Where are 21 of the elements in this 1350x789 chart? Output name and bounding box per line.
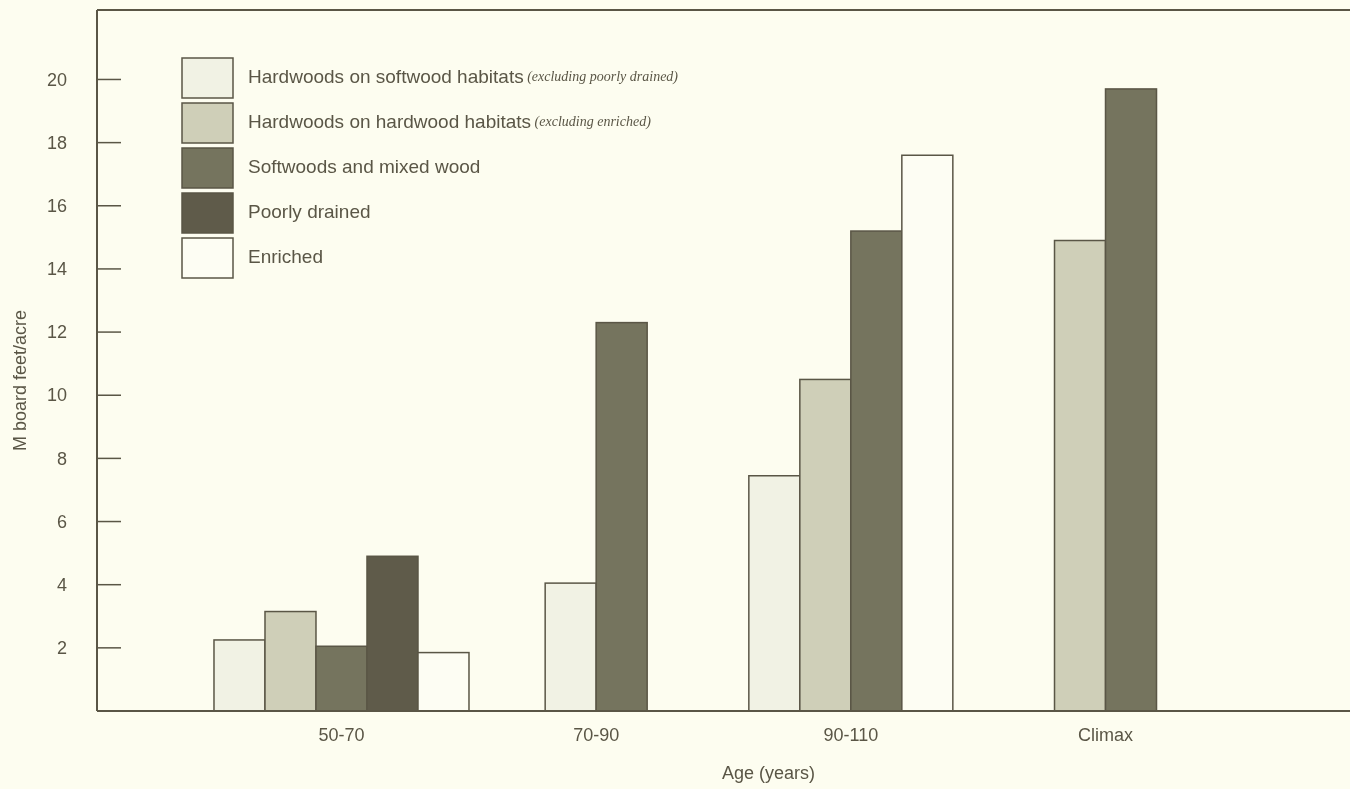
x-tick-label: Climax: [1078, 725, 1134, 745]
x-tick-label: 90-110: [823, 725, 879, 745]
y-tick-label: 10: [46, 385, 67, 406]
y-tick-label: 4: [56, 574, 67, 595]
legend-label: Softwoods and mixed wood: [248, 156, 481, 178]
legend-label: Poorly drained: [248, 201, 371, 223]
y-tick-label: 6: [56, 511, 67, 532]
legend-label: Hardwoods on hardwood habitats (excluding enriched): [248, 111, 652, 133]
legend-label: Enriched: [248, 246, 323, 268]
y-axis-title: M board feet/acre: [10, 309, 30, 452]
x-tick-label: 50-70: [318, 725, 365, 745]
y-tick-label: 14: [46, 259, 67, 280]
y-tick-label: 8: [56, 448, 67, 469]
x-axis-title: Age (years): [721, 763, 816, 783]
y-tick-label: 2: [56, 638, 67, 659]
y-tick-label: 12: [46, 322, 67, 343]
x-tick-label: 70-90: [573, 725, 620, 745]
legend-label: Hardwoods on softwood habitats (excluding poorly drained): [248, 66, 679, 88]
y-tick-label: 16: [46, 196, 67, 217]
y-tick-label: 18: [46, 132, 67, 153]
y-tick-label: 20: [46, 69, 67, 90]
